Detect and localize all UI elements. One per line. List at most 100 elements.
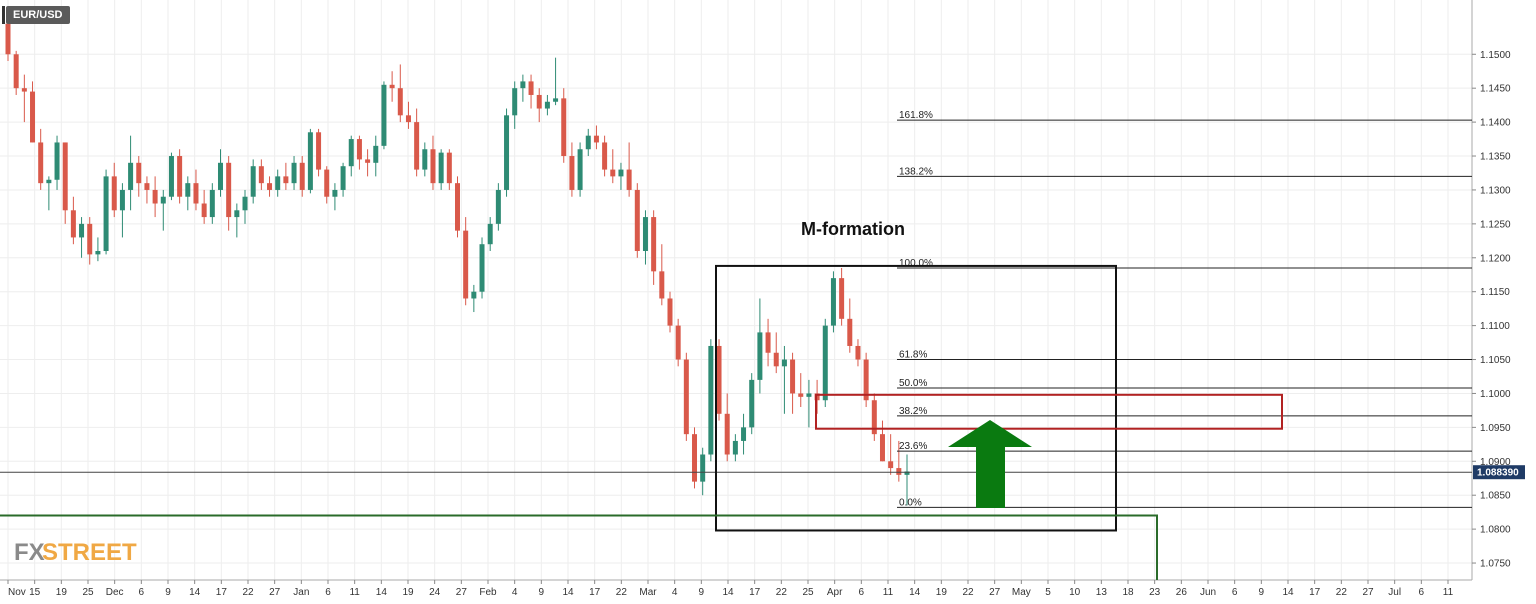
x-tick-label: 19 — [56, 587, 68, 598]
candle-body — [544, 101, 550, 109]
candle-body — [724, 413, 730, 455]
candle-body — [70, 210, 76, 238]
candle-body — [348, 139, 354, 167]
y-tick-label: 1.0900 — [1480, 457, 1511, 468]
x-tick-label: 14 — [909, 587, 921, 598]
y-tick-label: 1.1250 — [1480, 219, 1511, 230]
candle-body — [87, 223, 93, 255]
bullish-arrow — [948, 420, 1032, 508]
candle-body — [642, 217, 648, 251]
candle-body — [136, 162, 142, 184]
x-tick-label: Apr — [827, 587, 843, 598]
y-tick-label: 1.1350 — [1480, 152, 1511, 163]
candle-body — [128, 162, 134, 190]
x-tick-label: 14 — [562, 587, 574, 598]
candle-body — [299, 162, 305, 190]
candle-body — [160, 196, 166, 204]
symbol-label: EUR/USD — [6, 6, 70, 24]
x-tick-label: 6 — [859, 587, 865, 598]
candle-body — [275, 176, 281, 190]
candle-body — [830, 278, 836, 326]
m-formation-box — [715, 264, 1117, 532]
candle-body — [904, 471, 910, 475]
fib-level-label: 38.2% — [899, 406, 927, 417]
candle-body — [879, 434, 885, 462]
candle-body — [152, 189, 158, 204]
candle-body — [168, 156, 174, 197]
x-tick-label: 22 — [962, 587, 974, 598]
candle-body — [847, 318, 853, 346]
candle-body — [863, 359, 869, 401]
candle-body — [438, 152, 444, 184]
symbol-marker — [2, 6, 5, 24]
x-tick-label: 27 — [1362, 587, 1374, 598]
fib-level-label: 50.0% — [899, 378, 927, 389]
candle-body — [708, 345, 714, 455]
candle-body — [732, 440, 738, 455]
current-price-tag — [1473, 465, 1525, 480]
candle-body — [405, 115, 411, 123]
candle-body — [512, 88, 518, 116]
candle-body — [561, 98, 567, 157]
candle-body — [307, 132, 313, 190]
candle-body — [79, 223, 85, 238]
candle-body — [111, 176, 117, 211]
candle-body — [593, 135, 599, 143]
x-tick-label: 9 — [539, 587, 545, 598]
candle-body — [479, 244, 485, 292]
candle-body — [806, 393, 812, 397]
x-tick-label: 15 — [29, 587, 41, 598]
x-tick-label: 23 — [1149, 587, 1161, 598]
candle-body — [569, 156, 575, 190]
candle-body — [430, 149, 436, 184]
logo-fx: FX — [14, 539, 45, 566]
candle-body — [446, 152, 452, 184]
candle-body — [888, 461, 894, 469]
candle-body — [585, 135, 591, 150]
candle-body — [30, 91, 36, 143]
candle-body — [618, 169, 624, 177]
candle-body — [798, 393, 804, 397]
candle-body — [381, 84, 387, 146]
candle-body — [414, 122, 420, 170]
y-tick-label: 1.1150 — [1480, 287, 1510, 298]
x-tick-label: Mar — [639, 587, 657, 598]
candle-body — [217, 162, 223, 190]
x-tick-label: 26 — [1176, 587, 1188, 598]
candle-body — [144, 183, 150, 190]
candle-body — [283, 176, 289, 184]
candle-body — [365, 159, 371, 163]
x-tick-label: 14 — [1282, 587, 1294, 598]
candle-body — [741, 427, 747, 441]
candle-body — [21, 88, 27, 92]
pattern-title: M-formation — [801, 219, 905, 239]
candle-body — [871, 400, 877, 435]
candle-body — [177, 156, 183, 197]
candle-body — [822, 325, 828, 401]
candle-body — [659, 271, 665, 299]
candle-body — [332, 189, 338, 197]
candle-body — [504, 115, 510, 190]
candle-body — [455, 183, 460, 231]
x-tick-label: 25 — [802, 587, 814, 598]
logo-street: STREET — [42, 539, 137, 566]
x-tick-label: Jul — [1388, 587, 1401, 598]
x-tick-label: Jun — [1200, 587, 1216, 598]
candle-body — [226, 162, 232, 218]
candle-body — [814, 393, 820, 401]
y-tick-label: 1.1000 — [1480, 389, 1511, 400]
candle-body — [250, 166, 256, 197]
y-tick-label: 1.1050 — [1480, 355, 1511, 366]
candle-body — [267, 183, 273, 190]
candle-body — [602, 142, 608, 170]
candle-body — [839, 278, 845, 319]
x-tick-label: 14 — [722, 587, 734, 598]
candle-body — [397, 88, 403, 116]
candle-body — [185, 183, 191, 197]
x-tick-label: 11 — [883, 587, 894, 598]
y-tick-label: 1.1200 — [1480, 253, 1511, 264]
y-tick-label: 1.1450 — [1480, 84, 1511, 95]
candle-body — [536, 94, 542, 109]
